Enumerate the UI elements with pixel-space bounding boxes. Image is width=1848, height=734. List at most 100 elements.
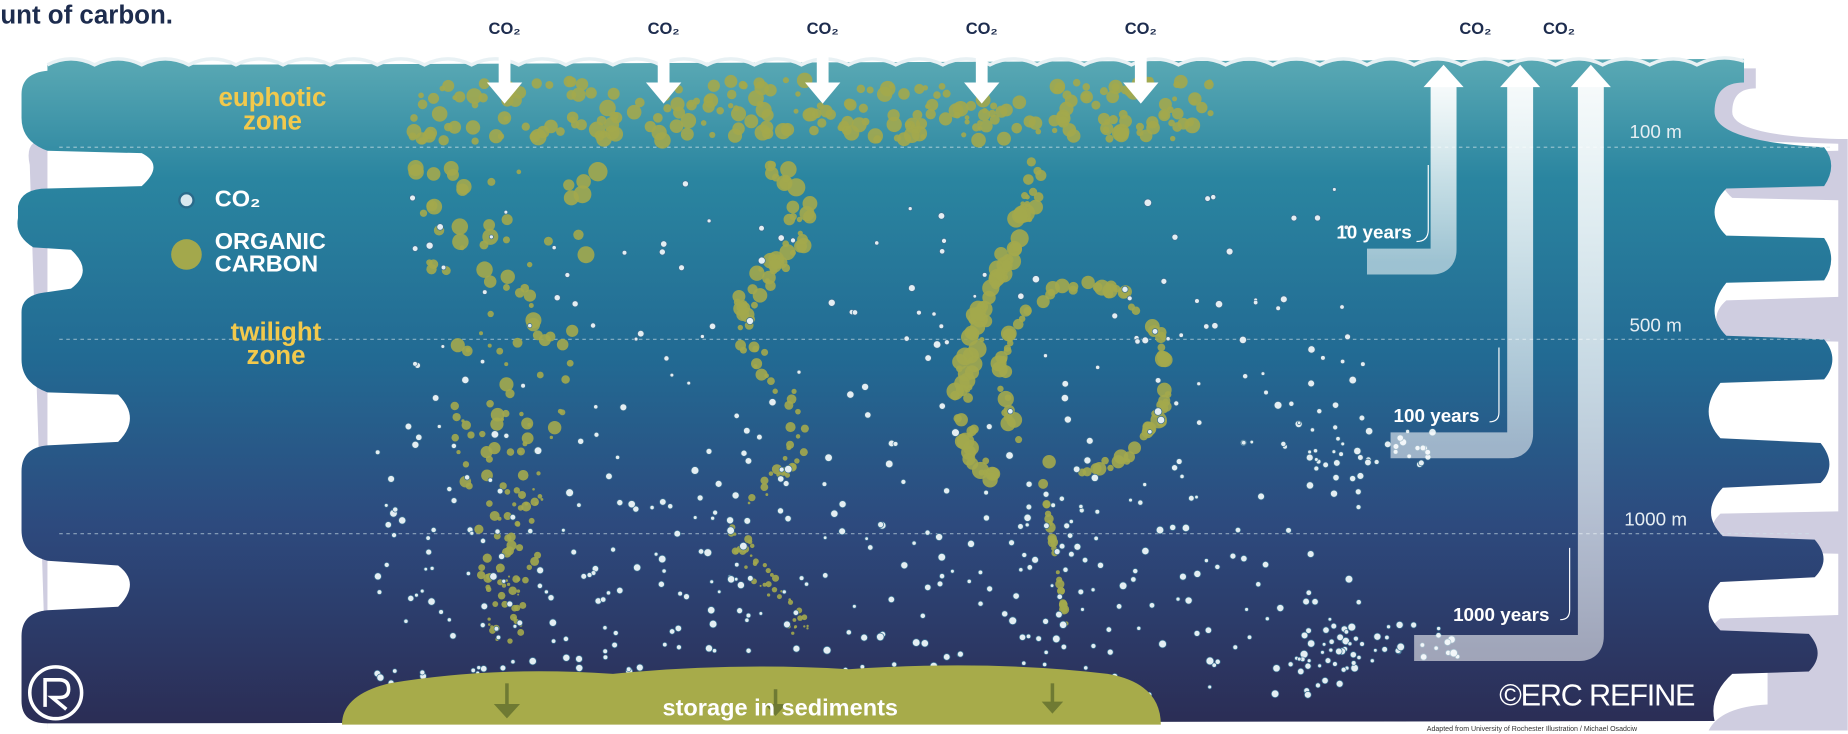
organic-carbon [857,85,865,93]
co2-bubble [1351,661,1356,666]
co2-bubble [804,582,808,586]
co2-bubble [1096,365,1100,369]
organic-carbon [516,170,521,175]
co2-bubble [603,649,608,654]
ocean-body [17,59,1832,723]
zone-label: zone [243,107,302,135]
co2-bubble [408,595,414,601]
co2-bubble [1336,648,1343,655]
co2-bubble [932,312,936,316]
organic-carbon [1158,344,1166,352]
co2-bubble [636,664,643,671]
co2-bubble [973,295,977,299]
organic-carbon [744,565,748,569]
organic-carbon [803,210,816,223]
organic-carbon [765,493,768,496]
co2-bubble [549,619,556,626]
organic-carbon [791,632,794,635]
organic-carbon [545,332,555,342]
co2-bubble [441,265,446,270]
organic-carbon [956,365,963,372]
organic-carbon [968,340,986,358]
co2-bubble [1306,590,1311,595]
organic-carbon [966,356,982,372]
organic-carbon [479,331,483,335]
co2-bubble [1239,336,1246,343]
co2-bubble [670,373,674,377]
organic-carbon [1170,136,1175,141]
co2-bubble [497,488,503,494]
organic-carbon [498,592,506,600]
co2-bubble [1208,685,1212,689]
organic-carbon [502,214,513,225]
co2-bubble [759,225,765,231]
organic-carbon [588,162,607,181]
co2-bubble [1026,481,1032,487]
organic-carbon [488,344,492,348]
organic-carbon [563,179,574,190]
legend-label: CO₂ [215,186,261,212]
co2-bubble [480,359,484,363]
co2-bubble [746,648,751,653]
organic-carbon [898,88,910,100]
co2-bubble [944,340,949,345]
co2-bubble [489,235,493,239]
organic-carbon [483,219,495,231]
co2-bubble [892,662,897,667]
organic-carbon [452,234,468,250]
co2-bubble [1345,575,1353,583]
organic-carbon [596,131,612,147]
co2-bubble [944,488,950,494]
organic-carbon [420,210,427,217]
co2-bubble [388,476,395,483]
organic-carbon [969,318,976,325]
organic-carbon [980,120,993,133]
organic-carbon [769,471,773,475]
co2-bubble [939,324,944,329]
legend-carbon-symbol [171,239,202,270]
co2-bubble [606,591,610,595]
organic-carbon [506,540,516,550]
organic-carbon [688,101,694,107]
organic-carbon [1060,602,1066,608]
co2-bubble [1024,514,1031,521]
organic-carbon [761,109,773,121]
organic-carbon [727,90,736,99]
co2-bubble [784,621,791,628]
co2-bubble [925,530,930,535]
co2-bubble [481,666,487,672]
organic-carbon [426,200,437,211]
organic-carbon [983,470,989,476]
co2-bubble [1022,661,1026,665]
co2-bubble [1355,489,1361,495]
organic-carbon [749,342,760,353]
co2-bubble [1129,498,1133,502]
co2-bubble [713,510,718,515]
legend-label: CARBON [215,250,318,276]
co2-bubble [717,590,721,594]
co2-bubble [698,549,703,554]
organic-carbon [803,625,805,627]
organic-carbon [527,565,532,570]
co2-bubble [1316,683,1321,688]
co2-bubble [1067,533,1072,538]
organic-carbon [1106,90,1119,103]
co2-bubble [1271,690,1279,698]
organic-carbon [1048,289,1055,296]
co2-bubble [1056,611,1063,618]
co2-bubble [471,668,475,672]
co2-bubble [1418,460,1424,466]
co2-bubble [1291,215,1297,221]
co2-bubble [1365,459,1372,466]
co2-bubble [904,336,909,341]
co2-bubble [405,423,412,430]
organic-carbon [541,498,544,501]
co2-bubble [662,569,666,573]
co2-bubble [1009,540,1015,546]
co2-bubble [1022,553,1027,558]
co2-bubble [1242,441,1246,445]
co2-bubble [1086,437,1093,444]
co2-bubble [967,579,971,583]
organic-carbon [1027,217,1032,222]
co2-bubble [1336,680,1343,687]
